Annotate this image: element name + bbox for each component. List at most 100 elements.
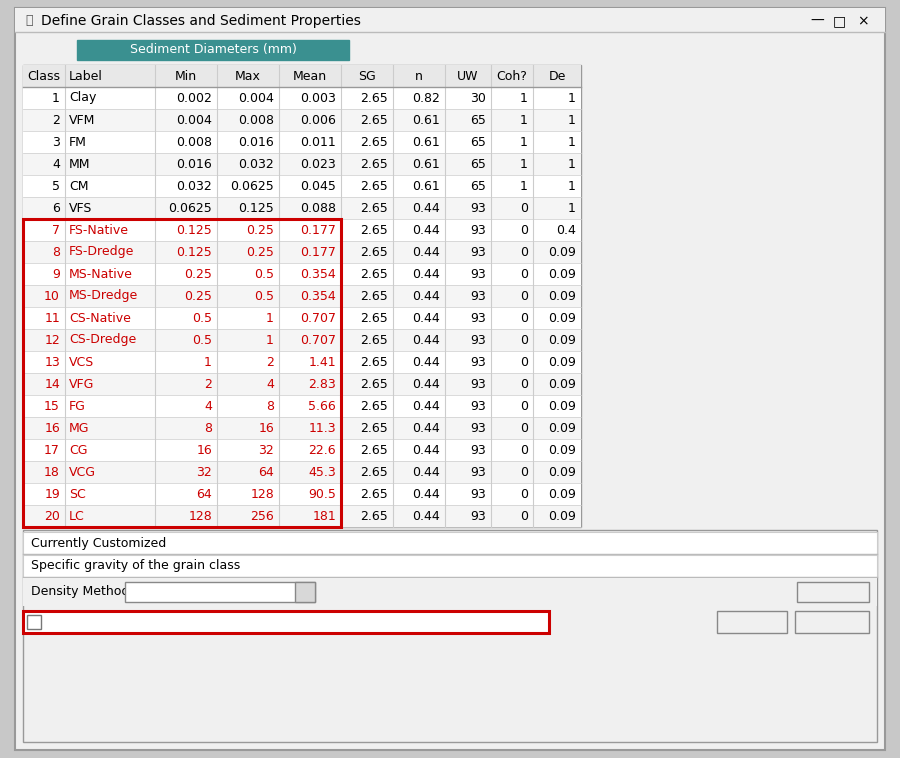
Text: 2.65: 2.65 xyxy=(360,465,388,478)
Text: 0.44: 0.44 xyxy=(412,356,440,368)
Text: 17: 17 xyxy=(44,443,60,456)
Text: 1.41: 1.41 xyxy=(309,356,336,368)
Bar xyxy=(23,483,581,505)
Text: 2.65: 2.65 xyxy=(360,312,388,324)
Text: 93: 93 xyxy=(470,377,486,390)
Text: 0: 0 xyxy=(520,465,528,478)
Text: 1: 1 xyxy=(520,92,528,105)
Text: 4: 4 xyxy=(52,158,60,171)
Text: 93: 93 xyxy=(470,290,486,302)
Text: Mean: Mean xyxy=(292,70,327,83)
Bar xyxy=(23,65,581,527)
Text: 93: 93 xyxy=(470,509,486,522)
Text: 32: 32 xyxy=(196,465,212,478)
Text: 93: 93 xyxy=(470,443,486,456)
Text: 16: 16 xyxy=(258,421,274,434)
Bar xyxy=(23,439,581,461)
Text: 8: 8 xyxy=(204,421,212,434)
Text: Specific gravity of the grain class: Specific gravity of the grain class xyxy=(31,559,240,572)
Text: 93: 93 xyxy=(470,356,486,368)
Text: 0.125: 0.125 xyxy=(238,202,274,215)
Text: 93: 93 xyxy=(470,465,486,478)
Text: 0.09: 0.09 xyxy=(548,399,576,412)
Text: 20: 20 xyxy=(44,509,60,522)
Text: 13: 13 xyxy=(44,356,60,368)
Text: 2.65: 2.65 xyxy=(360,180,388,193)
Text: 0.125: 0.125 xyxy=(176,246,212,258)
Text: 0.25: 0.25 xyxy=(184,290,212,302)
Text: 93: 93 xyxy=(470,268,486,280)
Text: SG: SG xyxy=(358,70,376,83)
Text: 93: 93 xyxy=(470,202,486,215)
Text: 2.65: 2.65 xyxy=(360,158,388,171)
Text: VFG: VFG xyxy=(69,377,94,390)
Text: 0.016: 0.016 xyxy=(238,136,274,149)
Bar xyxy=(23,532,877,554)
Bar xyxy=(23,263,581,285)
Text: 2.65: 2.65 xyxy=(360,114,388,127)
Text: 0.032: 0.032 xyxy=(176,180,212,193)
Bar xyxy=(23,219,581,241)
Text: 12: 12 xyxy=(44,334,60,346)
Text: 0.25: 0.25 xyxy=(184,268,212,280)
Text: 1: 1 xyxy=(520,180,528,193)
Text: Label: Label xyxy=(69,70,103,83)
Bar xyxy=(15,8,885,32)
Text: 4: 4 xyxy=(266,377,274,390)
Text: Sediment Diameters (mm): Sediment Diameters (mm) xyxy=(130,43,296,57)
Text: 2.65: 2.65 xyxy=(360,356,388,368)
Bar xyxy=(23,241,581,263)
Bar xyxy=(23,329,581,351)
Text: 2.65: 2.65 xyxy=(360,509,388,522)
Text: MM: MM xyxy=(69,158,91,171)
Text: 2: 2 xyxy=(266,356,274,368)
Text: 0: 0 xyxy=(520,377,528,390)
Text: 0.25: 0.25 xyxy=(246,246,274,258)
Bar xyxy=(23,197,581,219)
Text: 0: 0 xyxy=(520,399,528,412)
Text: 16: 16 xyxy=(196,443,212,456)
Text: 1: 1 xyxy=(266,334,274,346)
Text: 8: 8 xyxy=(266,399,274,412)
Text: 7: 7 xyxy=(52,224,60,236)
Text: Define Grain Classes and Sediment Properties: Define Grain Classes and Sediment Proper… xyxy=(41,14,361,28)
Text: 65: 65 xyxy=(470,158,486,171)
Text: 1: 1 xyxy=(204,356,212,368)
Text: 0: 0 xyxy=(520,290,528,302)
Text: 0.045: 0.045 xyxy=(300,180,336,193)
Bar xyxy=(23,611,549,633)
Text: 2.83: 2.83 xyxy=(308,377,336,390)
Text: 0.011: 0.011 xyxy=(301,136,336,149)
Text: 0.44: 0.44 xyxy=(412,509,440,522)
Text: OK: OK xyxy=(743,615,761,628)
Text: 0.09: 0.09 xyxy=(548,465,576,478)
Text: Min: Min xyxy=(175,70,197,83)
Text: 0.44: 0.44 xyxy=(412,224,440,236)
Text: 65: 65 xyxy=(470,114,486,127)
Text: VCG: VCG xyxy=(69,465,96,478)
Text: Max: Max xyxy=(235,70,261,83)
Text: 9: 9 xyxy=(52,268,60,280)
Text: 1: 1 xyxy=(568,180,576,193)
Text: 93: 93 xyxy=(470,487,486,500)
Text: 93: 93 xyxy=(470,334,486,346)
Bar xyxy=(23,285,581,307)
Text: 93: 93 xyxy=(470,246,486,258)
Text: 0: 0 xyxy=(520,487,528,500)
Text: Coh?: Coh? xyxy=(497,70,527,83)
Text: 0.004: 0.004 xyxy=(238,92,274,105)
Text: 0.4: 0.4 xyxy=(556,224,576,236)
Text: FS-Native: FS-Native xyxy=(69,224,129,236)
Text: ⎕: ⎕ xyxy=(25,14,32,27)
Text: 2.65: 2.65 xyxy=(360,334,388,346)
Text: Clay: Clay xyxy=(69,92,96,105)
Bar xyxy=(23,530,877,742)
Text: 256: 256 xyxy=(250,509,274,522)
Text: Enforce Adjacent-Non-Overlapping Grain Classes and Geometric Mean: Enforce Adjacent-Non-Overlapping Grain C… xyxy=(47,615,489,628)
Bar xyxy=(23,461,581,483)
Text: 0: 0 xyxy=(520,312,528,324)
Text: 0.177: 0.177 xyxy=(300,246,336,258)
Text: 2.65: 2.65 xyxy=(360,290,388,302)
Text: 0.44: 0.44 xyxy=(412,290,440,302)
Text: Density Method: Density Method xyxy=(31,585,130,599)
